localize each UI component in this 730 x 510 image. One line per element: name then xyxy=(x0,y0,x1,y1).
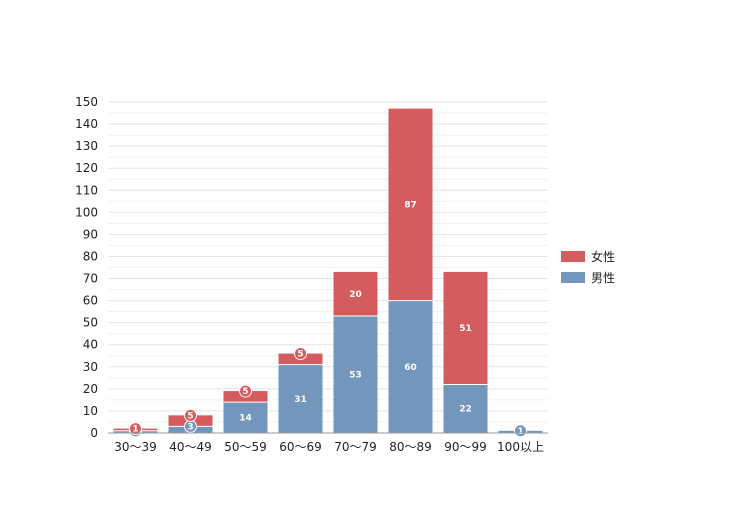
data-label-bubble xyxy=(129,422,142,436)
y-tick-label: 110 xyxy=(75,183,98,197)
x-tick-label: 80〜89 xyxy=(389,440,432,454)
y-tick-label: 70 xyxy=(83,272,98,286)
y-tick-label: 10 xyxy=(83,404,98,418)
y-tick-label: 40 xyxy=(83,338,98,352)
data-label-bubble xyxy=(514,424,527,438)
x-tick-label: 40〜49 xyxy=(169,440,212,454)
y-tick-label: 130 xyxy=(75,139,98,153)
y-tick-label: 80 xyxy=(83,249,98,263)
y-tick-label: 60 xyxy=(83,294,98,308)
data-label-female: 5 xyxy=(187,411,193,421)
legend-swatch xyxy=(561,272,585,283)
legend-label: 男性 xyxy=(591,271,615,285)
data-label-male: 22 xyxy=(459,405,472,415)
data-label-bubble xyxy=(184,408,197,422)
bar-male xyxy=(388,300,433,433)
y-tick-label: 140 xyxy=(75,117,98,131)
legend-label: 女性 xyxy=(591,249,615,264)
data-label-female: 51 xyxy=(459,324,472,334)
bar-male xyxy=(278,364,323,433)
data-label-female: 1 xyxy=(132,425,138,435)
data-label-male: 60 xyxy=(404,363,417,373)
x-tick-label: 60〜69 xyxy=(279,440,322,454)
y-axis-ticks: 0 10 20 30 40 50 60 70 80 90 100 110 120 130 140 150 xyxy=(75,95,98,440)
legend-swatch xyxy=(561,251,585,262)
data-label-male: 14 xyxy=(239,414,252,424)
data-label-female: 87 xyxy=(404,201,417,211)
x-tick-label: 100以上 xyxy=(497,440,544,454)
x-tick-label: 30〜39 xyxy=(114,440,157,454)
x-tick-label: 90〜99 xyxy=(444,440,487,454)
bar-female xyxy=(333,271,378,317)
bar-male xyxy=(333,316,378,433)
data-label-female: 5 xyxy=(297,350,303,360)
bar-male xyxy=(223,402,268,433)
bar-female xyxy=(388,108,433,301)
data-label-male: 31 xyxy=(294,395,307,405)
x-tick-label: 50〜59 xyxy=(224,440,267,454)
y-tick-label: 20 xyxy=(83,382,98,396)
bar-male xyxy=(443,384,488,433)
data-label-bubble xyxy=(294,347,307,361)
data-label-female: 20 xyxy=(349,290,362,300)
data-labels: 11351453155320608722511 xyxy=(129,201,527,438)
y-tick-label: 150 xyxy=(75,95,98,109)
y-tick-label: 50 xyxy=(83,316,98,330)
y-tick-label: 30 xyxy=(83,360,98,374)
data-label-bubble xyxy=(239,384,252,398)
y-tick-label: 90 xyxy=(83,227,98,241)
y-tick-label: 100 xyxy=(75,205,98,219)
x-tick-label: 70〜79 xyxy=(334,440,377,454)
y-tick-label: 0 xyxy=(90,426,98,440)
x-axis-ticks: 30〜39 40〜49 50〜59 60〜69 70〜79 80〜89 90〜99 100以上 xyxy=(114,440,544,454)
data-label-male: 53 xyxy=(349,371,362,381)
data-label-male: 1 xyxy=(517,427,523,437)
data-label-male: 3 xyxy=(187,422,193,432)
bar-female xyxy=(443,271,488,385)
data-label-female: 5 xyxy=(242,387,248,397)
y-tick-label: 120 xyxy=(75,161,98,175)
